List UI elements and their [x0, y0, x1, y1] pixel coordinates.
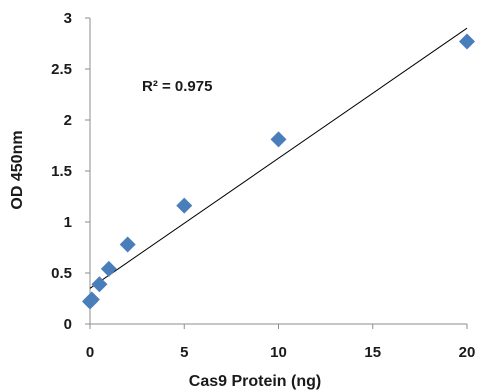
data-point	[270, 131, 287, 148]
data-point	[459, 33, 475, 50]
data-points	[82, 33, 475, 310]
data-point	[91, 276, 108, 293]
y-tick-label: 2	[64, 112, 72, 129]
y-tick-label: 1.5	[51, 163, 72, 180]
x-tick-label: 15	[364, 344, 381, 361]
data-point	[100, 260, 117, 277]
data-point	[176, 197, 193, 214]
r-squared-annotation: R² = 0.975	[142, 78, 212, 95]
x-tick-label: 20	[459, 344, 476, 361]
data-point	[119, 236, 136, 253]
x-tick-label: 10	[270, 344, 287, 361]
y-tick-label: 1	[64, 214, 72, 231]
x-axis-ticks: 0 5 10 15 20	[86, 324, 476, 361]
y-tick-label: 0.5	[51, 265, 72, 282]
x-tick-label: 0	[86, 344, 94, 361]
x-tick-label: 5	[180, 344, 188, 361]
data-point	[83, 291, 100, 308]
linear-trendline	[89, 27, 468, 289]
y-tick-label: 2.5	[51, 61, 72, 78]
y-tick-label: 0	[64, 316, 72, 333]
y-axis-title: OD 450nm	[9, 130, 26, 209]
x-axis-title: Cas9 Protein (ng)	[189, 373, 321, 390]
y-tick-label: 3	[64, 10, 72, 27]
y-axis-ticks: 0 0.5 1 1.5 2 2.5 3	[51, 10, 90, 333]
